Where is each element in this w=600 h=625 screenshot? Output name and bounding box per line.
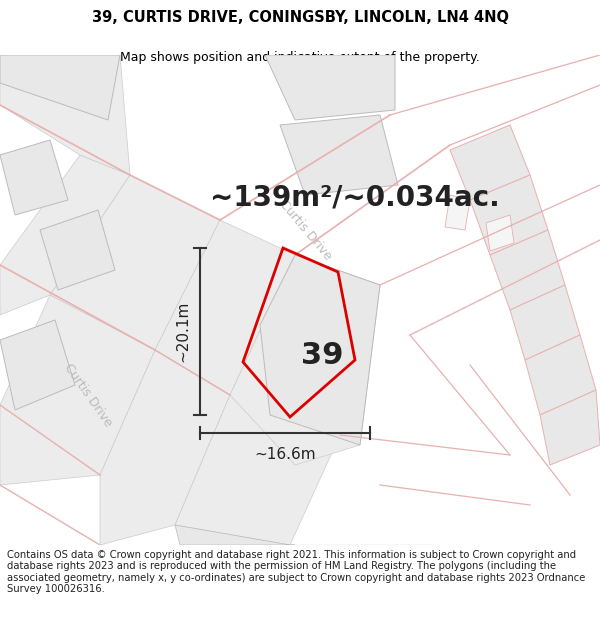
Polygon shape (540, 390, 600, 465)
Text: 39, CURTIS DRIVE, CONINGSBY, LINCOLN, LN4 4NQ: 39, CURTIS DRIVE, CONINGSBY, LINCOLN, LN… (91, 10, 509, 25)
Polygon shape (470, 175, 548, 255)
Text: ~16.6m: ~16.6m (254, 447, 316, 462)
Polygon shape (0, 140, 68, 215)
Polygon shape (445, 195, 470, 230)
Text: Contains OS data © Crown copyright and database right 2021. This information is : Contains OS data © Crown copyright and d… (7, 549, 586, 594)
Polygon shape (490, 230, 565, 310)
Polygon shape (265, 55, 395, 120)
Polygon shape (0, 320, 75, 410)
Text: 39: 39 (301, 341, 343, 369)
Polygon shape (0, 295, 155, 485)
Polygon shape (100, 350, 230, 545)
Text: ~20.1m: ~20.1m (175, 301, 190, 362)
Text: Curtis Drive: Curtis Drive (61, 361, 115, 429)
Polygon shape (260, 255, 380, 445)
Polygon shape (486, 215, 514, 251)
Text: ~139m²/~0.034ac.: ~139m²/~0.034ac. (210, 184, 500, 212)
Polygon shape (175, 525, 295, 545)
Text: Map shows position and indicative extent of the property.: Map shows position and indicative extent… (120, 51, 480, 64)
Polygon shape (0, 155, 130, 315)
Polygon shape (0, 55, 130, 175)
Polygon shape (50, 175, 220, 350)
Polygon shape (230, 255, 380, 465)
Polygon shape (525, 335, 596, 415)
Text: Curtis Drive: Curtis Drive (276, 198, 334, 262)
Polygon shape (175, 395, 340, 545)
Polygon shape (280, 115, 398, 195)
Polygon shape (40, 210, 115, 290)
Polygon shape (0, 55, 120, 120)
Polygon shape (155, 220, 295, 395)
Polygon shape (450, 125, 530, 200)
Polygon shape (510, 285, 580, 360)
